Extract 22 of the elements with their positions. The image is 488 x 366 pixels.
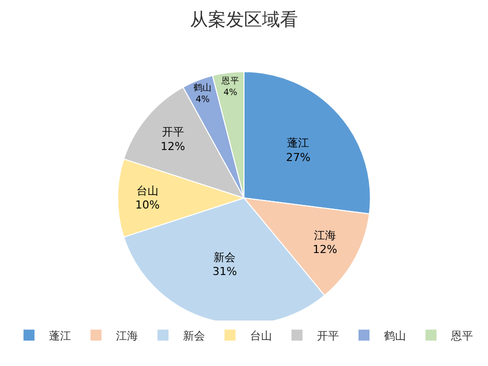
slice-label: 新会: [214, 250, 236, 264]
slice-label: 江海: [314, 228, 336, 242]
data-label: 27%: [286, 150, 310, 164]
legend-label: 恩平: [450, 329, 473, 342]
data-label: 4%: [196, 95, 210, 106]
legend-label: 鹤山: [384, 329, 406, 342]
legend-label: 台山: [250, 329, 272, 342]
slice-label: 恩平: [220, 76, 240, 87]
chart-title: 从案发区域看: [190, 9, 298, 30]
slice-label: 蓬江: [287, 136, 310, 150]
data-label: 31%: [212, 265, 237, 278]
legend-label: 开平: [317, 329, 339, 342]
data-label: 12%: [160, 140, 186, 153]
legend-label: 江海: [116, 329, 138, 342]
data-label: 12%: [312, 243, 338, 256]
slice-label: 台山: [136, 184, 158, 198]
legend-label: 新会: [183, 329, 205, 342]
data-label: 10%: [135, 198, 160, 212]
legend-label: 蓬江: [49, 329, 71, 342]
data-label: 4%: [223, 88, 238, 98]
slice-label: 开平: [162, 125, 184, 138]
slice-label: 鹤山: [194, 82, 212, 94]
